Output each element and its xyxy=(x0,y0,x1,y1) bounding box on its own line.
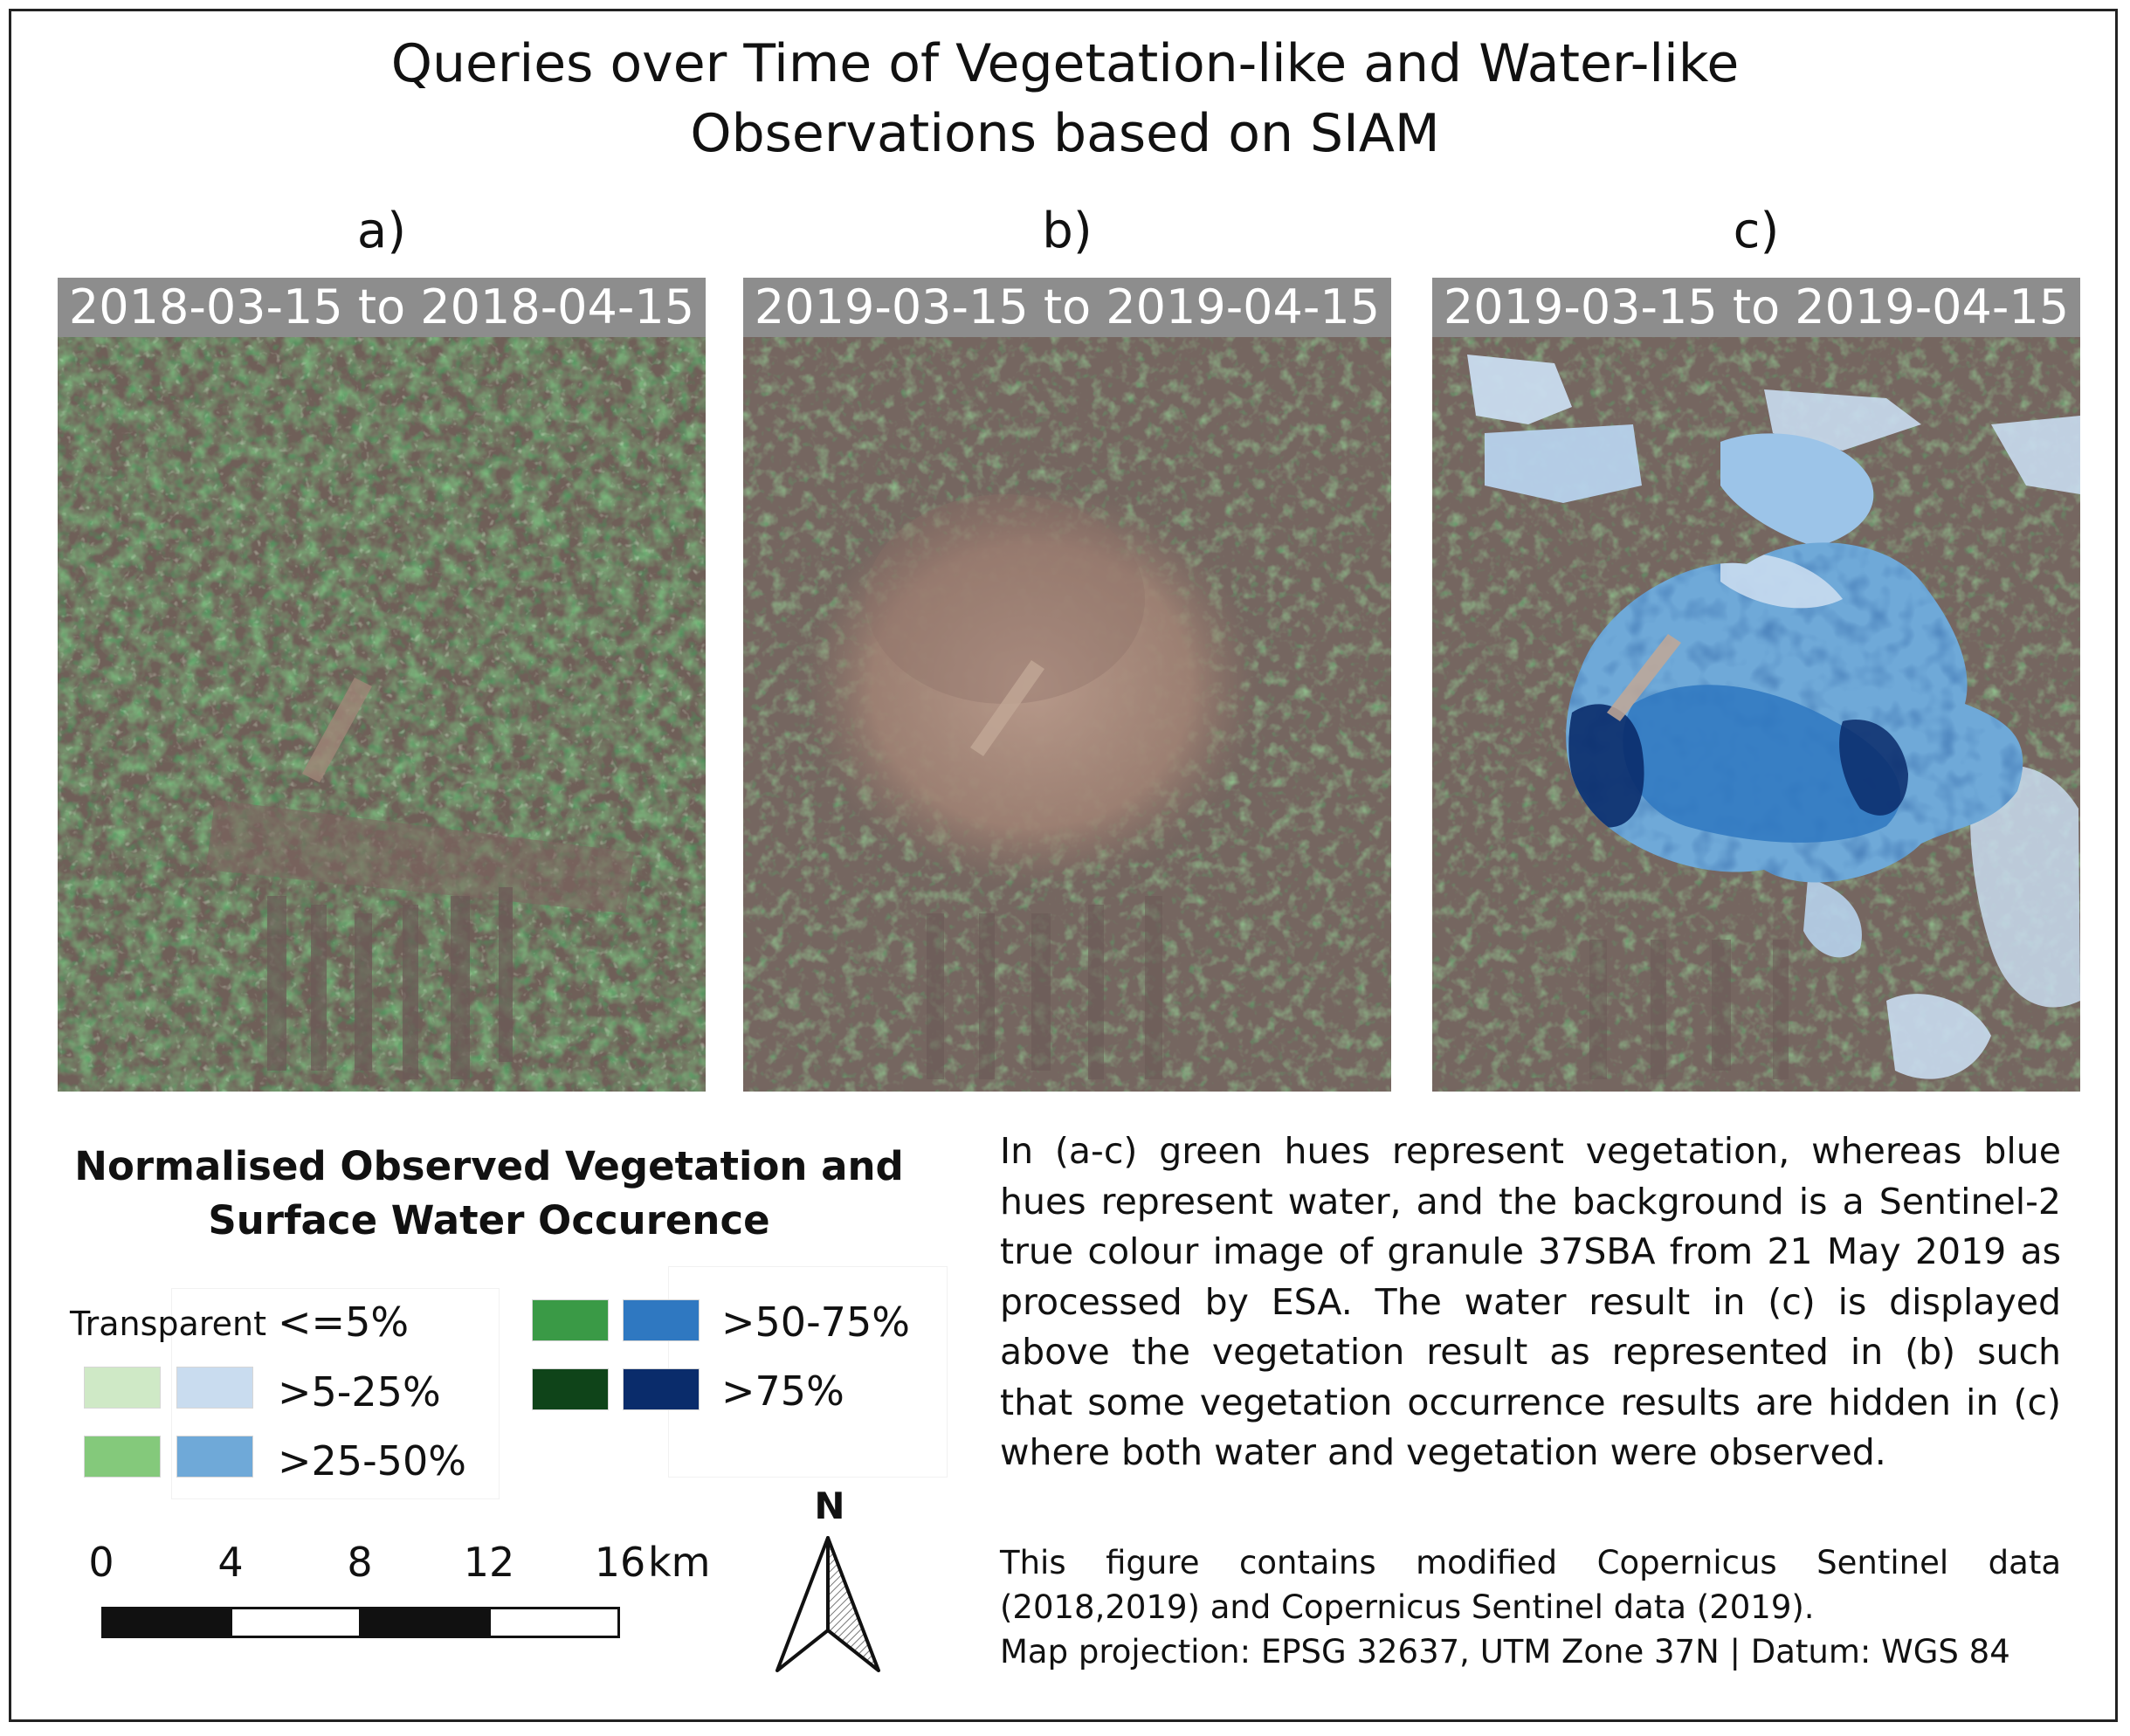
scale-tick-8: 8 xyxy=(347,1539,373,1586)
legend-class-5-label: <=5% xyxy=(278,1299,410,1346)
panel-b-label: b) xyxy=(1042,203,1093,259)
legend-swatch-water-50-75 xyxy=(623,1299,700,1341)
legend-swatch-veg-75 xyxy=(532,1368,609,1410)
credits-line3: Map projection: EPSG 32637, UTM Zone 37N… xyxy=(1000,1633,2010,1671)
north-arrow-icon xyxy=(772,1533,886,1672)
scale-tick-12: 12 xyxy=(463,1539,515,1586)
legend-title: Normalised Observed Vegetation and Surfa… xyxy=(52,1140,926,1248)
panel-c-date-range: 2019-03-15 to 2019-04-15 xyxy=(1432,278,2080,337)
scale-tick-0: 0 xyxy=(88,1539,114,1586)
figure-title-line1: Queries over Time of Vegetation-like and… xyxy=(390,33,1740,94)
legend-class-75-label: >75% xyxy=(721,1367,844,1415)
scale-tick-4: 4 xyxy=(217,1539,244,1586)
legend-class-25-50-label: >25-50% xyxy=(278,1437,466,1485)
legend-title-line1: Normalised Observed Vegetation and xyxy=(74,1143,904,1189)
scale-seg-2 xyxy=(230,1607,362,1638)
panel-a-map xyxy=(58,337,706,1092)
scale-seg-1 xyxy=(101,1607,232,1638)
north-letter: N xyxy=(814,1485,845,1527)
credits-line1: This figure contains modified Copernicus… xyxy=(1000,1544,2061,1581)
data-credits: This figure contains modified Copernicus… xyxy=(1000,1540,2061,1674)
legend-class-50-75-label: >50-75% xyxy=(721,1299,910,1346)
figure-description: In (a-c) green hues represent vegetation… xyxy=(1000,1130,2061,1473)
legend-swatch-veg-50-75 xyxy=(532,1299,609,1341)
legend-panel-right xyxy=(668,1266,948,1478)
legend-swatch-water-75 xyxy=(623,1368,700,1410)
scale-seg-3 xyxy=(359,1607,491,1638)
scale-tick-16: 16 xyxy=(594,1539,646,1586)
credits-line2: (2018,2019) and Copernicus Sentinel data… xyxy=(1000,1588,1815,1626)
legend-swatch-veg-25-50 xyxy=(84,1436,161,1478)
legend-title-line2: Surface Water Occurence xyxy=(208,1197,770,1243)
legend-swatch-water-25-50 xyxy=(176,1436,253,1478)
legend-swatch-veg-5-25 xyxy=(84,1367,161,1409)
scale-unit: km xyxy=(648,1539,711,1586)
legend-class-5-25-label: >5-25% xyxy=(278,1368,441,1416)
panel-c-map xyxy=(1432,337,2080,1092)
panel-a-date-range: 2018-03-15 to 2018-04-15 xyxy=(58,278,706,337)
panel-c-label: c) xyxy=(1733,203,1780,259)
panel-b-date-range: 2019-03-15 to 2019-04-15 xyxy=(743,278,1391,337)
legend-swatch-water-5-25 xyxy=(176,1367,253,1409)
figure-frame xyxy=(9,9,2118,1722)
legend-transparent-label: Transparent xyxy=(70,1305,266,1343)
panel-a-label: a) xyxy=(356,203,407,259)
figure-title-line2: Observations based on SIAM xyxy=(690,103,1440,164)
scale-seg-4 xyxy=(488,1607,620,1638)
panel-b-map xyxy=(743,337,1391,1092)
